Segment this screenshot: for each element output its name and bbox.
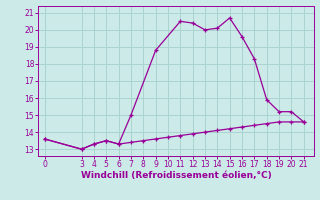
X-axis label: Windchill (Refroidissement éolien,°C): Windchill (Refroidissement éolien,°C) [81,171,271,180]
